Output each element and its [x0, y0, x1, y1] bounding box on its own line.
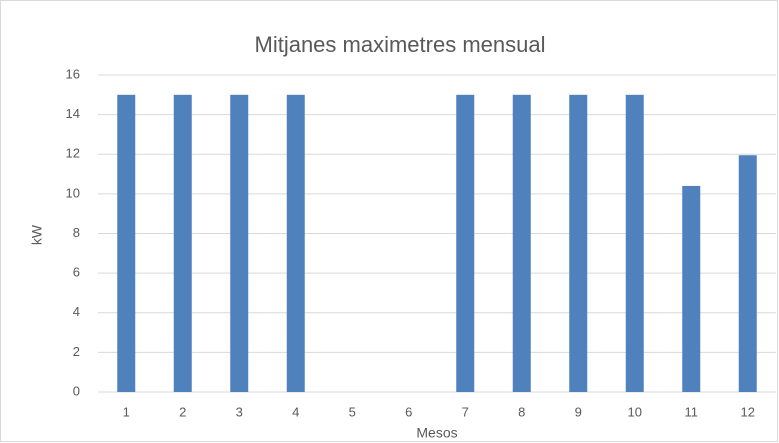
- x-tick-label: 8: [518, 404, 525, 419]
- y-tick-label: 0: [73, 383, 80, 398]
- x-tick-label: 5: [349, 404, 356, 419]
- y-tick-label: 4: [73, 304, 80, 319]
- bar: [512, 94, 531, 392]
- x-tick-label: 9: [575, 404, 582, 419]
- bar: [625, 94, 644, 392]
- x-tick-label: 1: [123, 404, 130, 419]
- x-tick-label: 4: [292, 404, 299, 419]
- x-tick-label: 12: [741, 404, 755, 419]
- y-tick-label: 10: [66, 185, 80, 200]
- bar: [738, 155, 757, 392]
- bar: [230, 94, 249, 392]
- y-tick-label: 6: [73, 265, 80, 280]
- bar: [286, 94, 305, 392]
- bar: [569, 94, 588, 392]
- y-tick-label: 8: [73, 225, 80, 240]
- y-tick-label: 16: [66, 66, 80, 81]
- bar: [173, 94, 192, 392]
- x-tick-label: 2: [179, 404, 186, 419]
- x-axis-label: Mesos: [416, 425, 457, 441]
- y-tick-label: 14: [66, 106, 80, 121]
- bar: [682, 185, 701, 392]
- y-axis-label: kW: [29, 224, 45, 245]
- y-tick-label: 12: [66, 146, 80, 161]
- x-tick-label: 3: [236, 404, 243, 419]
- x-tick-label: 10: [628, 404, 642, 419]
- y-tick-label: 2: [73, 344, 80, 359]
- bar: [456, 94, 475, 392]
- bar: [117, 94, 136, 392]
- chart-title: Mitjanes maximetres mensual: [255, 32, 546, 57]
- x-tick-label: 6: [405, 404, 412, 419]
- x-tick-label: 11: [685, 404, 699, 419]
- x-tick-label: 7: [462, 404, 469, 419]
